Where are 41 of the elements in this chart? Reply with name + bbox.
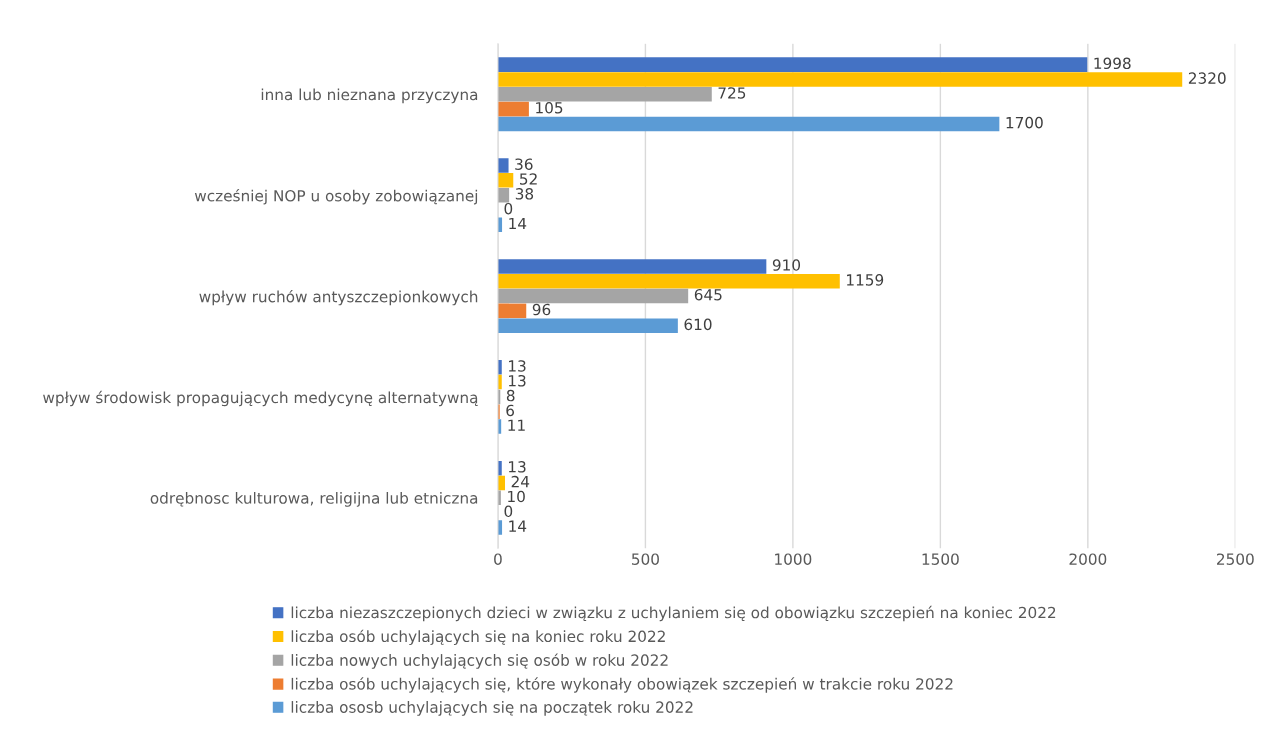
data-label: 6 xyxy=(506,404,515,417)
y-tick-label: wcześniej NOP u osoby zobowiązanej xyxy=(194,189,478,205)
x-tick-label: 0 xyxy=(494,553,502,565)
x-tick-label: 2500 xyxy=(1217,553,1254,565)
legend-label: liczba osób uchylających się, które wykonały obowiązek szczepień w trakcie roku 2022 xyxy=(291,677,953,693)
data-label: 13 xyxy=(509,461,526,473)
data-label: 36 xyxy=(515,158,533,170)
data-label: 14 xyxy=(509,217,527,230)
data-label: 14 xyxy=(509,520,527,532)
data-label: 725 xyxy=(718,87,746,99)
x-tick-label: 1000 xyxy=(775,553,812,565)
data-label: 96 xyxy=(532,303,551,316)
data-label: 13 xyxy=(509,360,526,372)
x-tick-label: 500 xyxy=(632,553,659,565)
legend-label: liczba osób uchylających się na koniec roku 2022 xyxy=(291,629,665,646)
data-label: 13 xyxy=(509,374,526,387)
data-label: 52 xyxy=(520,173,537,185)
data-label: 0 xyxy=(504,202,513,215)
data-label: 910 xyxy=(772,259,801,271)
x-tick-label: 2000 xyxy=(1069,553,1107,565)
legend-label: liczba ososb uchylających się na początek roku 2022 xyxy=(291,701,693,716)
data-label: 11 xyxy=(508,419,525,431)
legend-label: liczba niezaszczepionych dzieci w związku z uchylaniem się od obowiązku szczepień na koniec 2022 xyxy=(291,605,1056,622)
x-tick-label: 1500 xyxy=(922,553,959,565)
y-tick-label: wpływ środowisk propagujących medycynę alternatywną xyxy=(43,390,478,407)
data-label: 1700 xyxy=(1006,116,1043,129)
data-label: 1159 xyxy=(847,274,884,286)
y-tick-label: inna lub nieznana przyczyna xyxy=(261,88,478,104)
data-label: 105 xyxy=(536,102,563,114)
data-label: 24 xyxy=(511,475,530,488)
data-label: 0 xyxy=(504,505,513,518)
data-label: 10 xyxy=(508,490,525,503)
legend-label: liczba nowych uchylających się osób w roku 2022 xyxy=(291,653,668,669)
data-label: 610 xyxy=(684,318,712,331)
data-label: 38 xyxy=(515,188,534,200)
data-label: 645 xyxy=(694,288,722,301)
data-label: 1998 xyxy=(1094,57,1131,70)
data-label: 8 xyxy=(506,389,515,402)
data-label: 2320 xyxy=(1188,72,1226,84)
y-tick-label: odrębnosc kulturowa, religijna lub etniczna xyxy=(150,492,478,507)
y-tick-label: wpływ ruchów antyszczepionkowych xyxy=(199,289,478,306)
